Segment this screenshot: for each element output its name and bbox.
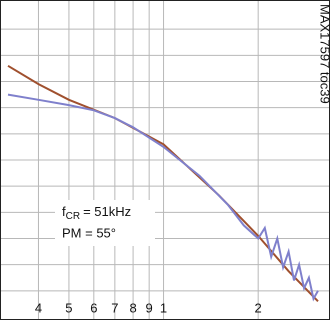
x-tick-label: 7 xyxy=(111,300,118,315)
series-line xyxy=(7,93,319,302)
x-tick-label: 5 xyxy=(65,300,72,315)
plot-lines xyxy=(7,64,319,302)
annotation-box xyxy=(55,200,155,246)
x-tick-label: 2 xyxy=(255,300,262,315)
x-tick-label: 8 xyxy=(129,300,136,315)
x-tick-label: 9 xyxy=(146,300,153,315)
annotation-rest: = 51kHz xyxy=(83,204,131,219)
series-line xyxy=(7,64,319,302)
annotation-sub: CR xyxy=(66,211,80,222)
x-tick-label: 1 xyxy=(160,300,167,315)
annotation-f: f xyxy=(62,204,66,219)
x-tick-label: 4 xyxy=(35,300,42,315)
x-tick-label: 6 xyxy=(90,300,97,315)
annotation: fCR = 51kHz xyxy=(62,204,131,221)
note: MAX17597 toc39 xyxy=(318,4,330,104)
annotation: PM = 55° xyxy=(62,225,116,240)
